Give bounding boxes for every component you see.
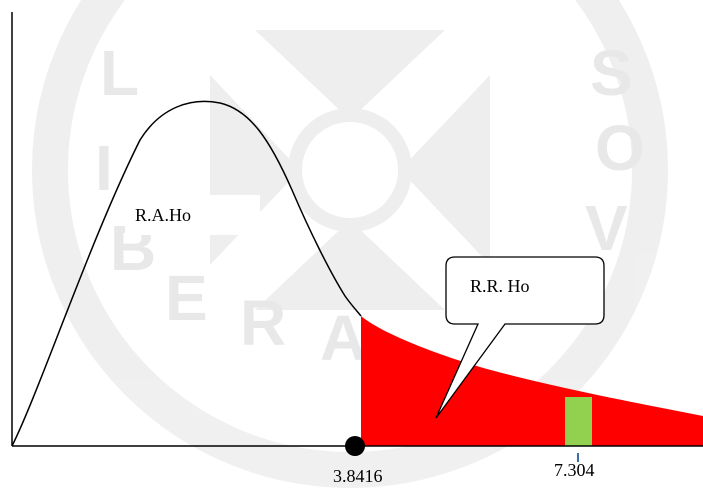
watermark-letter: I [95,132,113,204]
critical-value-label: 3.8416 [333,466,383,486]
rejection-region [361,316,703,446]
test-statistic-label: 7.304 [554,460,595,480]
watermark-letter: R [240,287,286,359]
watermark-letter: L [100,37,139,109]
watermark-letter: V [585,192,628,264]
acceptance-label-box [125,195,260,235]
critical-value-point [345,436,365,456]
density-curve [11,100,362,447]
test-statistic-marker [565,397,592,446]
watermark-letter: E [165,262,208,334]
rejection-callout [435,256,605,419]
watermark-seal: L I B E R A S O V [32,0,668,488]
acceptance-region-label: R.A.Ho [135,205,191,225]
rejection-region-label: R.R. Ho [470,276,530,296]
watermark-letter: O [595,112,645,184]
watermark-letter: S [590,37,633,109]
